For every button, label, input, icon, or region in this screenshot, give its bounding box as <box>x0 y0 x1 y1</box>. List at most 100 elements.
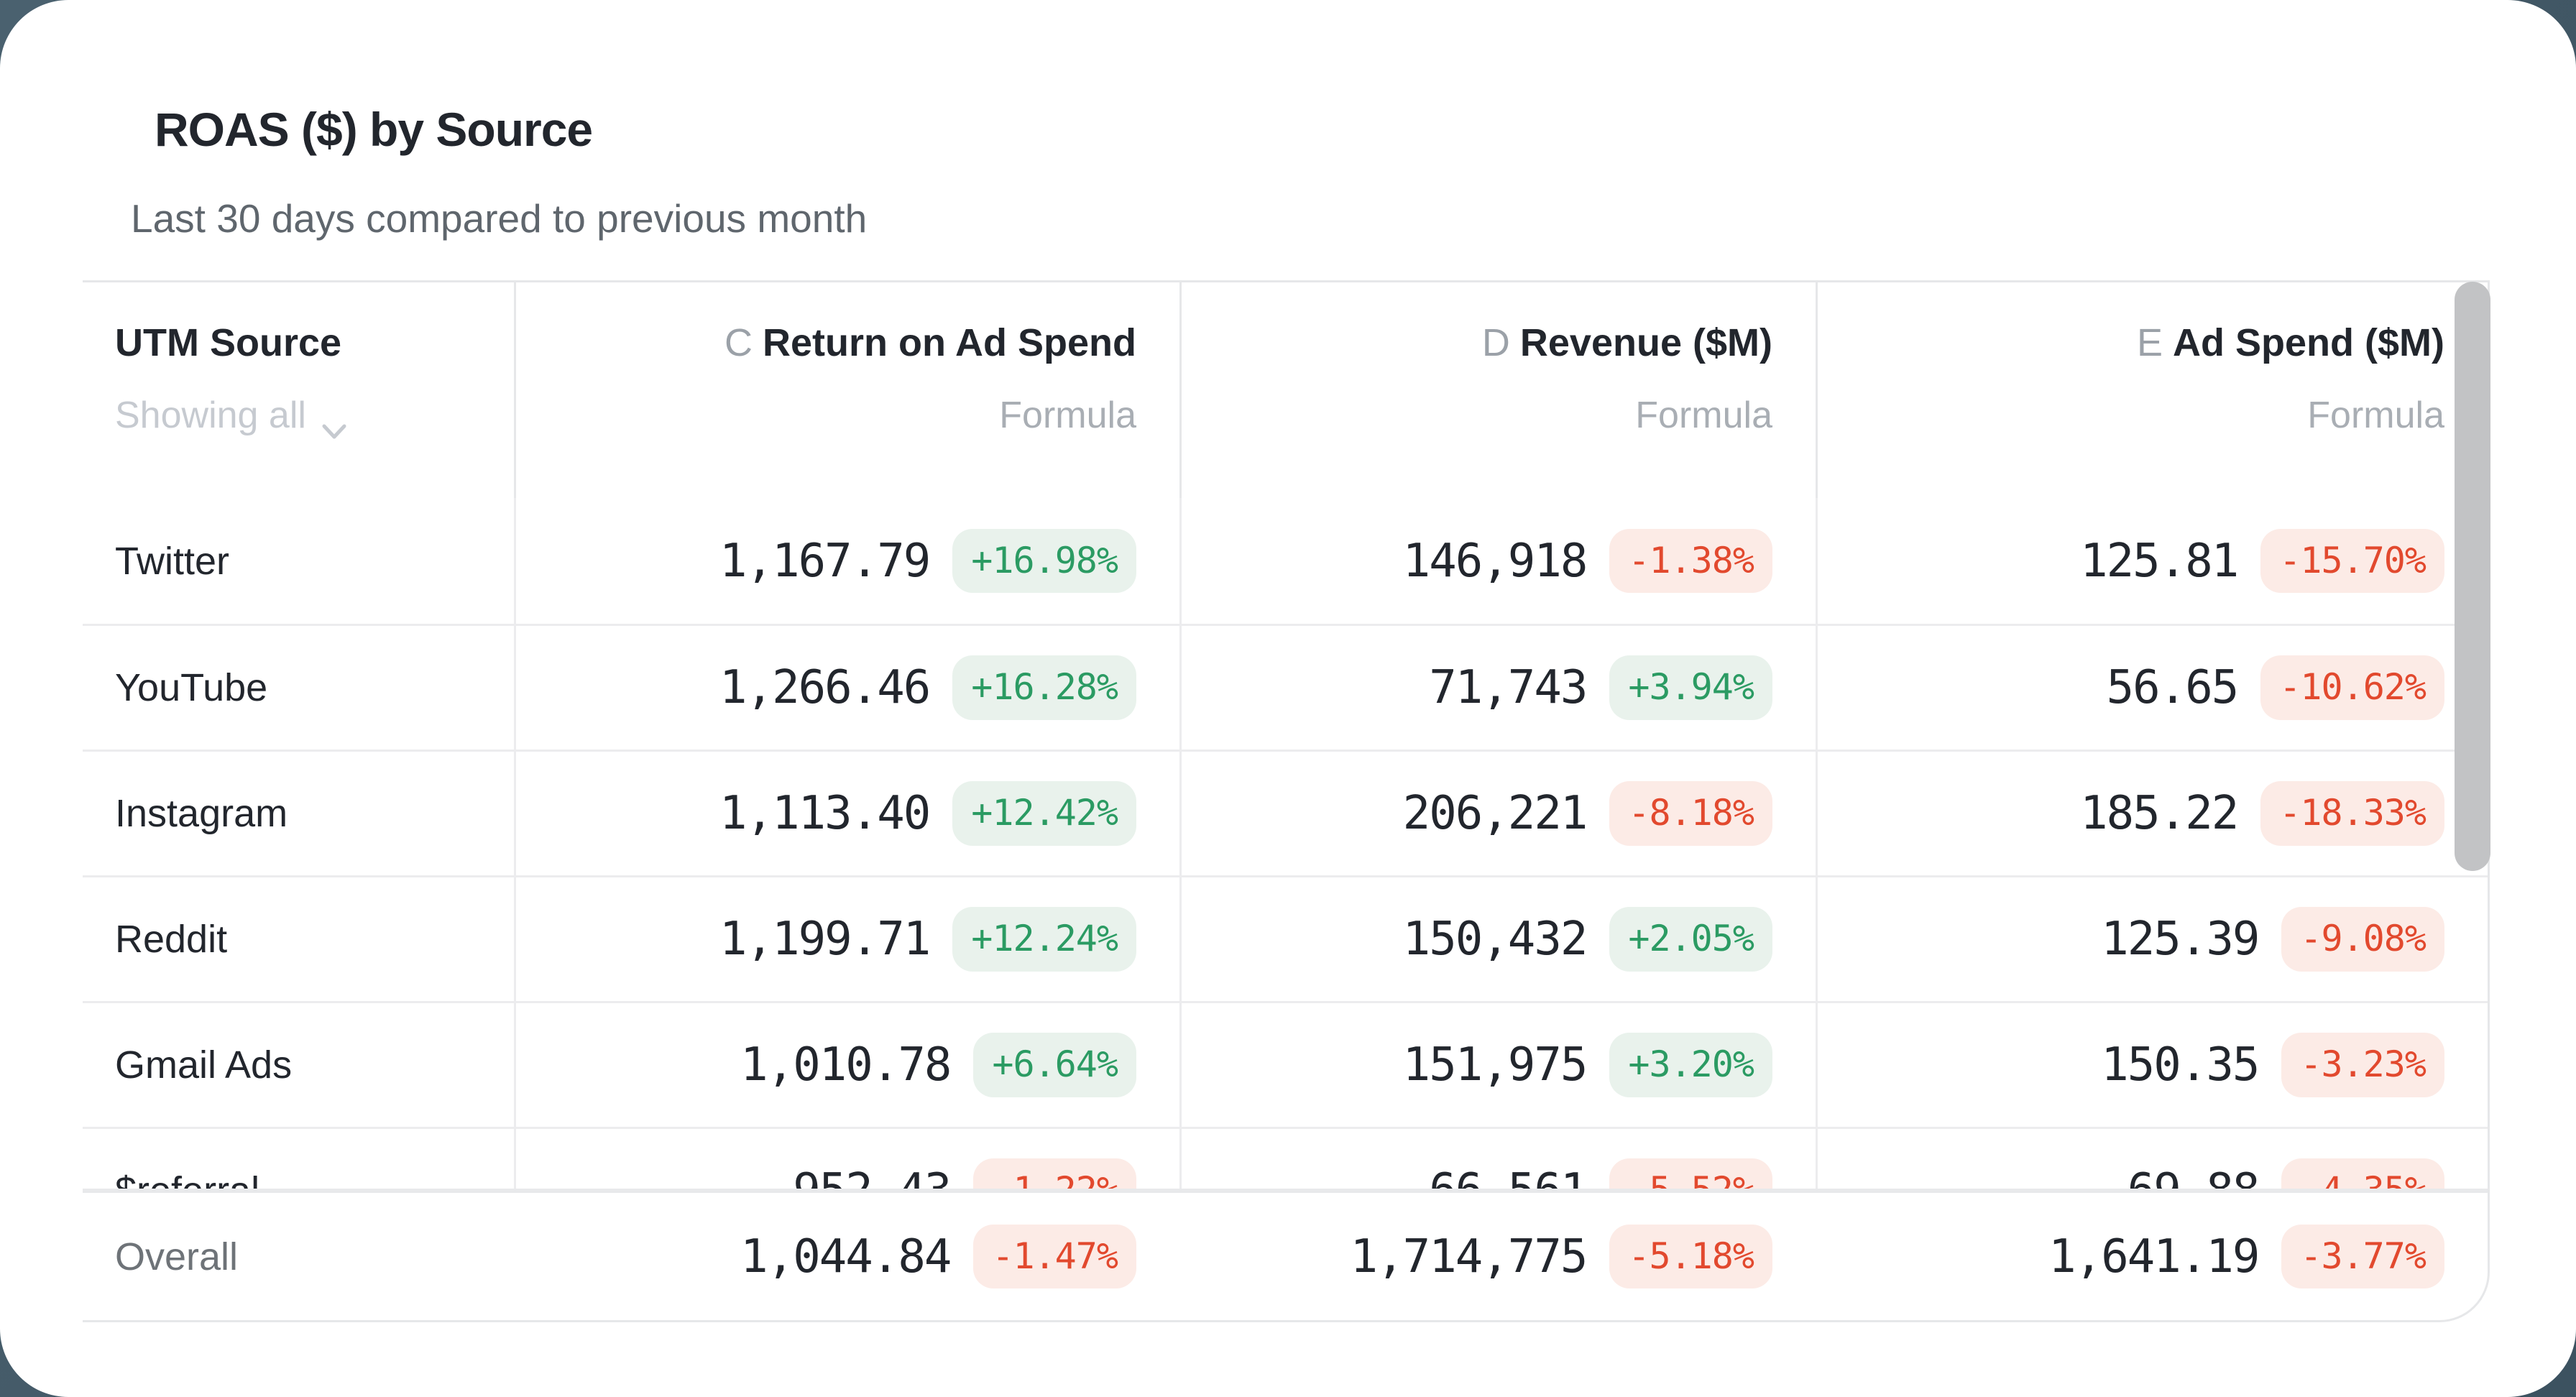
delta-badge: +12.24% <box>952 907 1136 972</box>
formula-sublabel: Formula <box>1635 394 1772 436</box>
column-letter: D <box>1481 321 1510 364</box>
roas-cell: 1,266.46 +16.28% <box>514 626 1179 750</box>
row-source-label: YouTube <box>115 666 268 709</box>
metric-value: 125.39 <box>2101 913 2260 966</box>
page-title: ROAS ($) by Source <box>155 103 593 156</box>
delta-badge: -1.22% <box>973 1158 1136 1189</box>
ad-spend-cell: 125.81 -15.70% <box>1816 498 2488 624</box>
delta-badge: +6.64% <box>973 1033 1136 1097</box>
delta-badge: -18.33% <box>2260 781 2444 846</box>
table-header-row: UTM Source Showing all C Return on Ad Spe… <box>83 282 2488 498</box>
metric-value: 1,167.79 <box>719 534 931 588</box>
table-row: Instagram 1,113.40 +12.42% 206,221 -8.18% … <box>83 750 2488 875</box>
revenue-cell: 150,432 +2.05% <box>1179 877 1816 1001</box>
row-source-label: Gmail Ads <box>115 1043 293 1087</box>
metric-value: 206,221 <box>1402 787 1588 840</box>
roas-cell: 1,199.71 +12.24% <box>514 877 1179 1001</box>
table-row: Gmail Ads 1,010.78 +6.64% 151,975 +3.20% 1… <box>83 1001 2488 1127</box>
metric-value: 151,975 <box>1402 1038 1588 1092</box>
table-row: Twitter 1,167.79 +16.98% 146,918 -1.38% 12… <box>83 498 2488 624</box>
page-subtitle: Last 30 days compared to previous month <box>131 196 868 241</box>
metric-value: 1,044.84 <box>740 1230 952 1283</box>
delta-badge: -4.35% <box>2281 1158 2444 1189</box>
ad-spend-cell: 150.35 -3.23% <box>1816 1003 2488 1127</box>
table-row: Reddit 1,199.71 +12.24% 150,432 +2.05% 125… <box>83 875 2488 1001</box>
delta-badge: -10.62% <box>2260 655 2444 720</box>
ad-spend-cell: 125.39 -9.08% <box>1816 877 2488 1001</box>
metric-value: 56.65 <box>2106 661 2240 714</box>
revenue-cell: 1,714,775 -5.18% <box>1179 1193 1816 1320</box>
delta-badge: -1.38% <box>1609 528 1772 594</box>
delta-badge: -3.23% <box>2281 1033 2444 1097</box>
delta-badge: -5.52% <box>1609 1158 1772 1189</box>
roas-cell: 1,113.40 +12.42% <box>514 752 1179 875</box>
ad-spend-cell: 1,641.19 -3.77% <box>1816 1193 2488 1320</box>
delta-badge: +12.42% <box>952 781 1136 846</box>
ad-spend-cell: 185.22 -18.33% <box>1816 752 2488 875</box>
delta-badge: -8.18% <box>1609 781 1772 846</box>
revenue-cell: 151,975 +3.20% <box>1179 1003 1816 1127</box>
row-source-label: $referral <box>115 1169 260 1193</box>
revenue-cell: 71,743 +3.94% <box>1179 626 1816 750</box>
delta-badge: +2.05% <box>1609 907 1772 972</box>
column-header-label: D Revenue ($M) <box>1481 321 1772 364</box>
delta-badge: -15.70% <box>2260 528 2444 594</box>
source-filter-dropdown[interactable]: Showing all <box>115 394 346 439</box>
column-header-label: C Return on Ad Spend <box>724 321 1136 364</box>
header-return-on-ad-spend: C Return on Ad Spend Formula <box>514 282 1179 498</box>
row-source-label: Instagram <box>115 792 288 835</box>
revenue-cell: 206,221 -8.18% <box>1179 752 1816 875</box>
table-row: YouTube 1,266.46 +16.28% 71,743 +3.94% 56.… <box>83 624 2488 750</box>
utm-source-header-label: UTM Source <box>115 321 342 364</box>
header-revenue: D Revenue ($M) Formula <box>1179 282 1816 498</box>
metric-value: 66,561 <box>1429 1164 1588 1193</box>
metric-value: 1,266.46 <box>719 661 931 714</box>
delta-badge: +3.20% <box>1609 1033 1772 1097</box>
chevron-down-icon <box>322 407 346 439</box>
header-utm-source: UTM Source Showing all <box>83 282 514 498</box>
metric-value: 1,714,775 <box>1350 1230 1588 1283</box>
metric-value: 185.22 <box>2080 787 2239 840</box>
metric-value: 69.88 <box>2127 1164 2260 1193</box>
metric-value: 146,918 <box>1402 534 1588 588</box>
summary-source-label: Overall <box>115 1235 239 1278</box>
summary-row: Overall 1,044.84 -1.47% 1,714,775 -5.18% 1… <box>83 1193 2488 1320</box>
delta-badge: +3.94% <box>1609 655 1772 720</box>
row-source-label: Twitter <box>115 539 230 583</box>
metric-value: 71,743 <box>1429 661 1588 714</box>
roas-cell: 1,044.84 -1.47% <box>514 1193 1179 1320</box>
delta-badge: -9.08% <box>2281 907 2444 972</box>
metric-value: 1,199.71 <box>719 913 931 966</box>
delta-badge: +16.28% <box>952 655 1136 720</box>
column-letter: E <box>2136 321 2163 364</box>
roas-cell: 1,010.78 +6.64% <box>514 1003 1179 1127</box>
revenue-cell: 146,918 -1.38% <box>1179 498 1816 624</box>
delta-badge: -3.77% <box>2281 1224 2444 1289</box>
metric-value: 1,113.40 <box>719 787 931 840</box>
source-filter-label: Showing all <box>115 394 306 436</box>
column-letter: C <box>724 321 753 364</box>
roas-table: UTM Source Showing all C Return on Ad Spe… <box>83 280 2490 1322</box>
metric-value: 1,641.19 <box>2048 1230 2260 1283</box>
formula-sublabel: Formula <box>999 394 1136 436</box>
revenue-cell: 66,561 -5.52% <box>1179 1129 1816 1193</box>
ad-spend-cell: 56.65 -10.62% <box>1816 626 2488 750</box>
metric-value: 952.43 <box>793 1164 952 1193</box>
delta-badge: -1.47% <box>973 1224 1136 1289</box>
delta-badge: -5.18% <box>1609 1224 1772 1289</box>
roas-cell: 952.43 -1.22% <box>514 1129 1179 1193</box>
row-source-label: Reddit <box>115 918 228 961</box>
table-scroll-area: UTM Source Showing all C Return on Ad Spe… <box>83 280 2488 1193</box>
metric-value: 150.35 <box>2101 1038 2260 1092</box>
roas-cell: 1,167.79 +16.98% <box>514 498 1179 624</box>
table-row: $referral 952.43 -1.22% 66,561 -5.52% 69.8… <box>83 1127 2488 1193</box>
formula-sublabel: Formula <box>2307 394 2444 436</box>
metric-value: 125.81 <box>2080 534 2239 588</box>
metric-value: 150,432 <box>1402 913 1588 966</box>
delta-badge: +16.98% <box>952 528 1136 594</box>
column-header-label: E Ad Spend ($M) <box>2136 321 2444 364</box>
ad-spend-cell: 69.88 -4.35% <box>1816 1129 2488 1193</box>
vertical-scrollbar-thumb[interactable] <box>2455 282 2490 871</box>
